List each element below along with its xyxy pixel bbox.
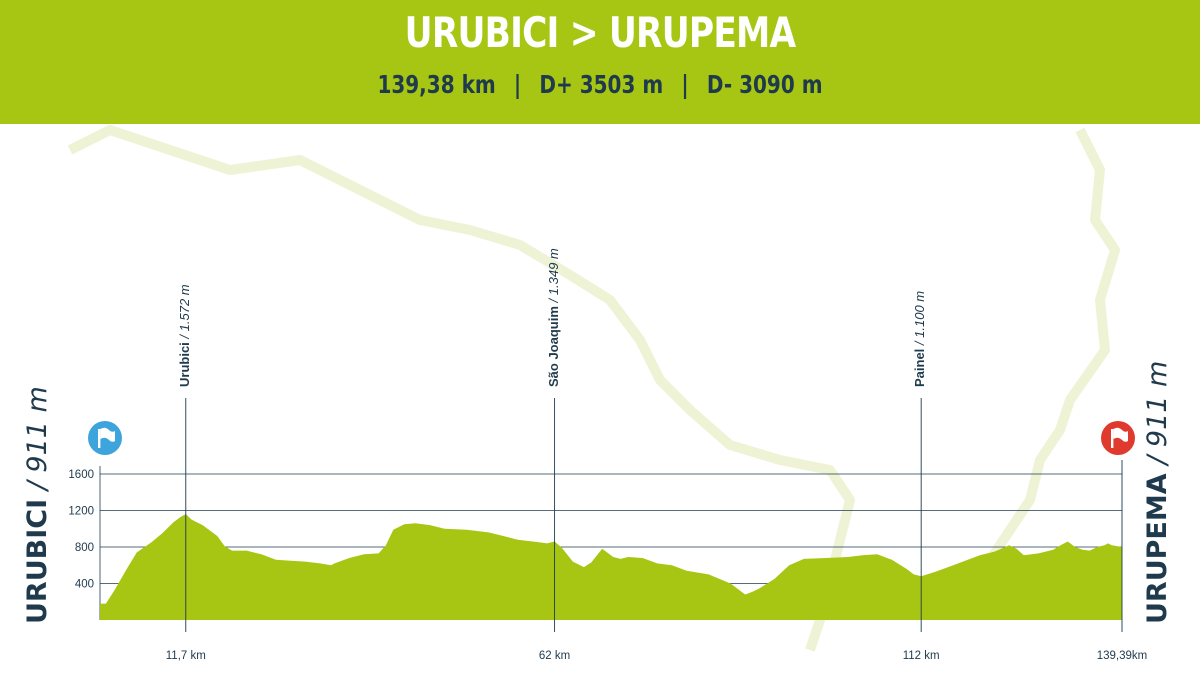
x-km-label: 112 km <box>903 650 940 662</box>
waypoint-label: Urubici / 1.572 m <box>176 284 192 387</box>
end-flag-icon <box>1101 421 1135 455</box>
x-km-label: 11,7 km <box>166 650 206 662</box>
total-ascent: D+ 3503 m <box>539 70 664 99</box>
waypoint-elevation: 1.349 m <box>545 248 561 296</box>
y-tick-label: 800 <box>75 542 94 554</box>
y-tick-label: 1600 <box>68 469 94 481</box>
waypoint-label: São Joaquim / 1.349 m <box>545 248 561 387</box>
waypoint-name: Urubici <box>176 342 192 387</box>
waypoint-name: Painel <box>912 348 928 387</box>
waypoint-label: Painel / 1.100 m <box>912 290 928 387</box>
waypoint-name: São Joaquim <box>545 306 561 387</box>
x-km-label: 139,39km <box>1097 650 1148 662</box>
start-flag-icon <box>88 421 122 455</box>
stat-separator: | <box>513 70 522 99</box>
stat-separator: | <box>681 70 689 99</box>
start-town-label: URUBICI / 911 m <box>22 386 53 624</box>
start-town-elevation: 911 m <box>22 386 53 473</box>
y-tick-label: 1200 <box>68 506 94 518</box>
y-tick-label: 400 <box>75 579 94 591</box>
waypoint-elevation: 1.572 m <box>176 284 192 332</box>
total-distance: 139,38 km <box>377 70 496 99</box>
end-town-elevation: 911 m <box>1142 360 1173 448</box>
end-town-name: URUPEMA <box>1142 473 1173 624</box>
elevation-area <box>100 514 1122 620</box>
x-km-label: 62 km <box>539 650 570 662</box>
waypoint-elevation: 1.100 m <box>912 290 928 338</box>
total-descent: D- 3090 m <box>706 70 823 99</box>
chart-marks: 11,7 km 62 km 112 km 139,39km <box>166 398 1148 662</box>
header-banner <box>0 0 1200 124</box>
route-title: URUBICI > URUPEMA <box>404 8 796 57</box>
background-map-outline <box>67 125 1120 652</box>
route-stats: 139,38 km | D+ 3503 m | D- 3090 m <box>120 70 1080 99</box>
end-town-label: URUPEMA / 911 m <box>1142 360 1173 624</box>
start-town-name: URUBICI <box>22 498 53 624</box>
